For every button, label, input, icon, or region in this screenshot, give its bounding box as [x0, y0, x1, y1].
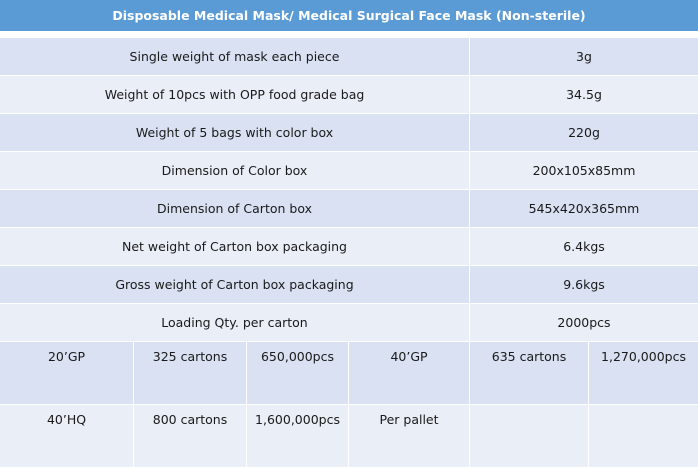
container-cartons: 635 cartons — [470, 342, 589, 404]
row-value: 220g — [568, 125, 600, 140]
row-label: Single weight of mask each piece — [0, 38, 470, 75]
row-value: 34.5g — [566, 87, 602, 102]
empty-cell — [589, 405, 698, 467]
table-row: Gross weight of Carton box packaging 9.6… — [0, 266, 698, 304]
row-label: Net weight of Carton box packaging — [0, 228, 470, 265]
table-row: Loading Qty. per carton 2000pcs — [0, 304, 698, 342]
row-value: 3g — [576, 49, 592, 64]
row-value: 200x105x85mm — [532, 163, 636, 178]
row-value: 545x420x365mm — [528, 201, 640, 216]
container-row-1: 20’GP 325 cartons 650,000pcs 40’GP 635 c… — [0, 342, 698, 405]
container-cartons: 800 cartons — [134, 405, 247, 467]
row-label: Dimension of Color box — [0, 152, 470, 189]
row-value: 9.6kgs — [563, 277, 605, 292]
table-row: Dimension of Color box 200x105x85mm — [0, 152, 698, 190]
row-label: Weight of 5 bags with color box — [0, 114, 470, 151]
container-pieces: 1,600,000pcs — [247, 405, 349, 467]
table-row: Dimension of Carton box 545x420x365mm — [0, 190, 698, 228]
table-title: Disposable Medical Mask/ Medical Surgica… — [0, 0, 698, 31]
container-type: 40’HQ — [0, 405, 134, 467]
row-label: Gross weight of Carton box packaging — [0, 266, 470, 303]
container-pieces: 1,270,000pcs — [601, 349, 686, 364]
row-label: Weight of 10pcs with OPP food grade bag — [0, 76, 470, 113]
empty-cell — [470, 405, 589, 467]
container-row-2: 40’HQ 800 cartons 1,600,000pcs Per palle… — [0, 405, 698, 468]
container-type: 20’GP — [0, 342, 134, 404]
table-row: Net weight of Carton box packaging 6.4kg… — [0, 228, 698, 266]
row-value: 6.4kgs — [563, 239, 605, 254]
table-row: Weight of 10pcs with OPP food grade bag … — [0, 76, 698, 114]
row-value: 2000pcs — [557, 315, 611, 330]
container-cartons: 325 cartons — [134, 342, 247, 404]
pallet-label: Per pallet — [349, 405, 470, 467]
row-label: Dimension of Carton box — [0, 190, 470, 227]
container-type: 40’GP — [349, 342, 470, 404]
table-row: Weight of 5 bags with color box 220g — [0, 114, 698, 152]
table-row: Single weight of mask each piece 3g — [0, 38, 698, 76]
container-pieces: 650,000pcs — [247, 342, 349, 404]
row-label: Loading Qty. per carton — [0, 304, 470, 341]
